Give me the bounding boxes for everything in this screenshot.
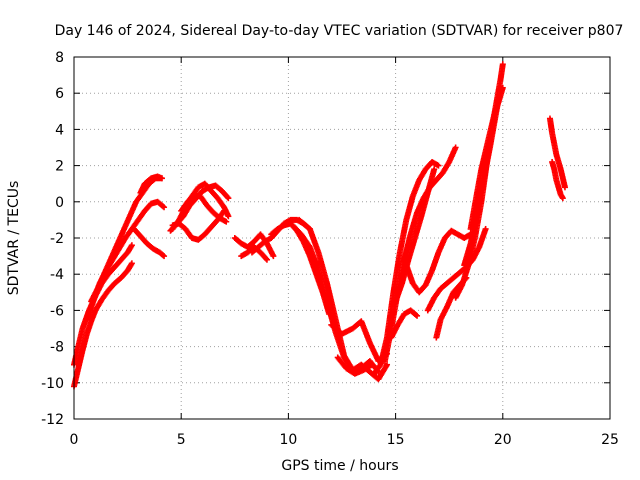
data-points xyxy=(71,61,568,390)
series-trace xyxy=(334,354,376,377)
series-trace xyxy=(71,260,135,390)
plot-frame xyxy=(73,56,611,420)
y-tick-label: -8 xyxy=(50,340,64,356)
y-tick-label: -10 xyxy=(41,376,64,392)
series-trace xyxy=(169,207,228,243)
x-tick-label: 20 xyxy=(494,432,512,448)
y-tick-label: 6 xyxy=(55,86,64,102)
series-trace xyxy=(131,225,168,260)
x-tick-label: 0 xyxy=(70,432,79,448)
y-tick-label: 8 xyxy=(55,50,64,66)
x-tick-label: 25 xyxy=(601,432,619,448)
y-tick-label: 0 xyxy=(55,195,64,211)
chart-title: Day 146 of 2024, Sidereal Day-to-day VTE… xyxy=(55,23,624,39)
y-tick-label: -6 xyxy=(50,303,64,319)
series-trace xyxy=(388,307,421,341)
series-trace xyxy=(546,115,568,191)
x-tick-label: 10 xyxy=(279,432,297,448)
series-trace xyxy=(231,231,277,260)
axis-ticks: 0 5 10 15 20 25 -12 -10 -8 -6 -4 -2 0 2 4 6 8 xyxy=(41,50,619,448)
series-trace xyxy=(461,84,504,269)
y-tick-label: -4 xyxy=(50,267,64,283)
y-tick-label: 2 xyxy=(55,159,64,175)
x-axis-label: GPS time / hours xyxy=(281,458,398,474)
series-trace xyxy=(137,173,165,196)
y-tick-label: -2 xyxy=(50,231,64,247)
x-tick-label: 5 xyxy=(177,432,186,448)
series-trace xyxy=(178,191,230,225)
x-tick-label: 15 xyxy=(387,432,405,448)
y-axis-label: SDTVAR / TECUs xyxy=(6,181,22,296)
series-trace xyxy=(549,158,566,202)
y-tick-label: 4 xyxy=(55,122,64,138)
y-tick-label: -12 xyxy=(41,412,64,428)
